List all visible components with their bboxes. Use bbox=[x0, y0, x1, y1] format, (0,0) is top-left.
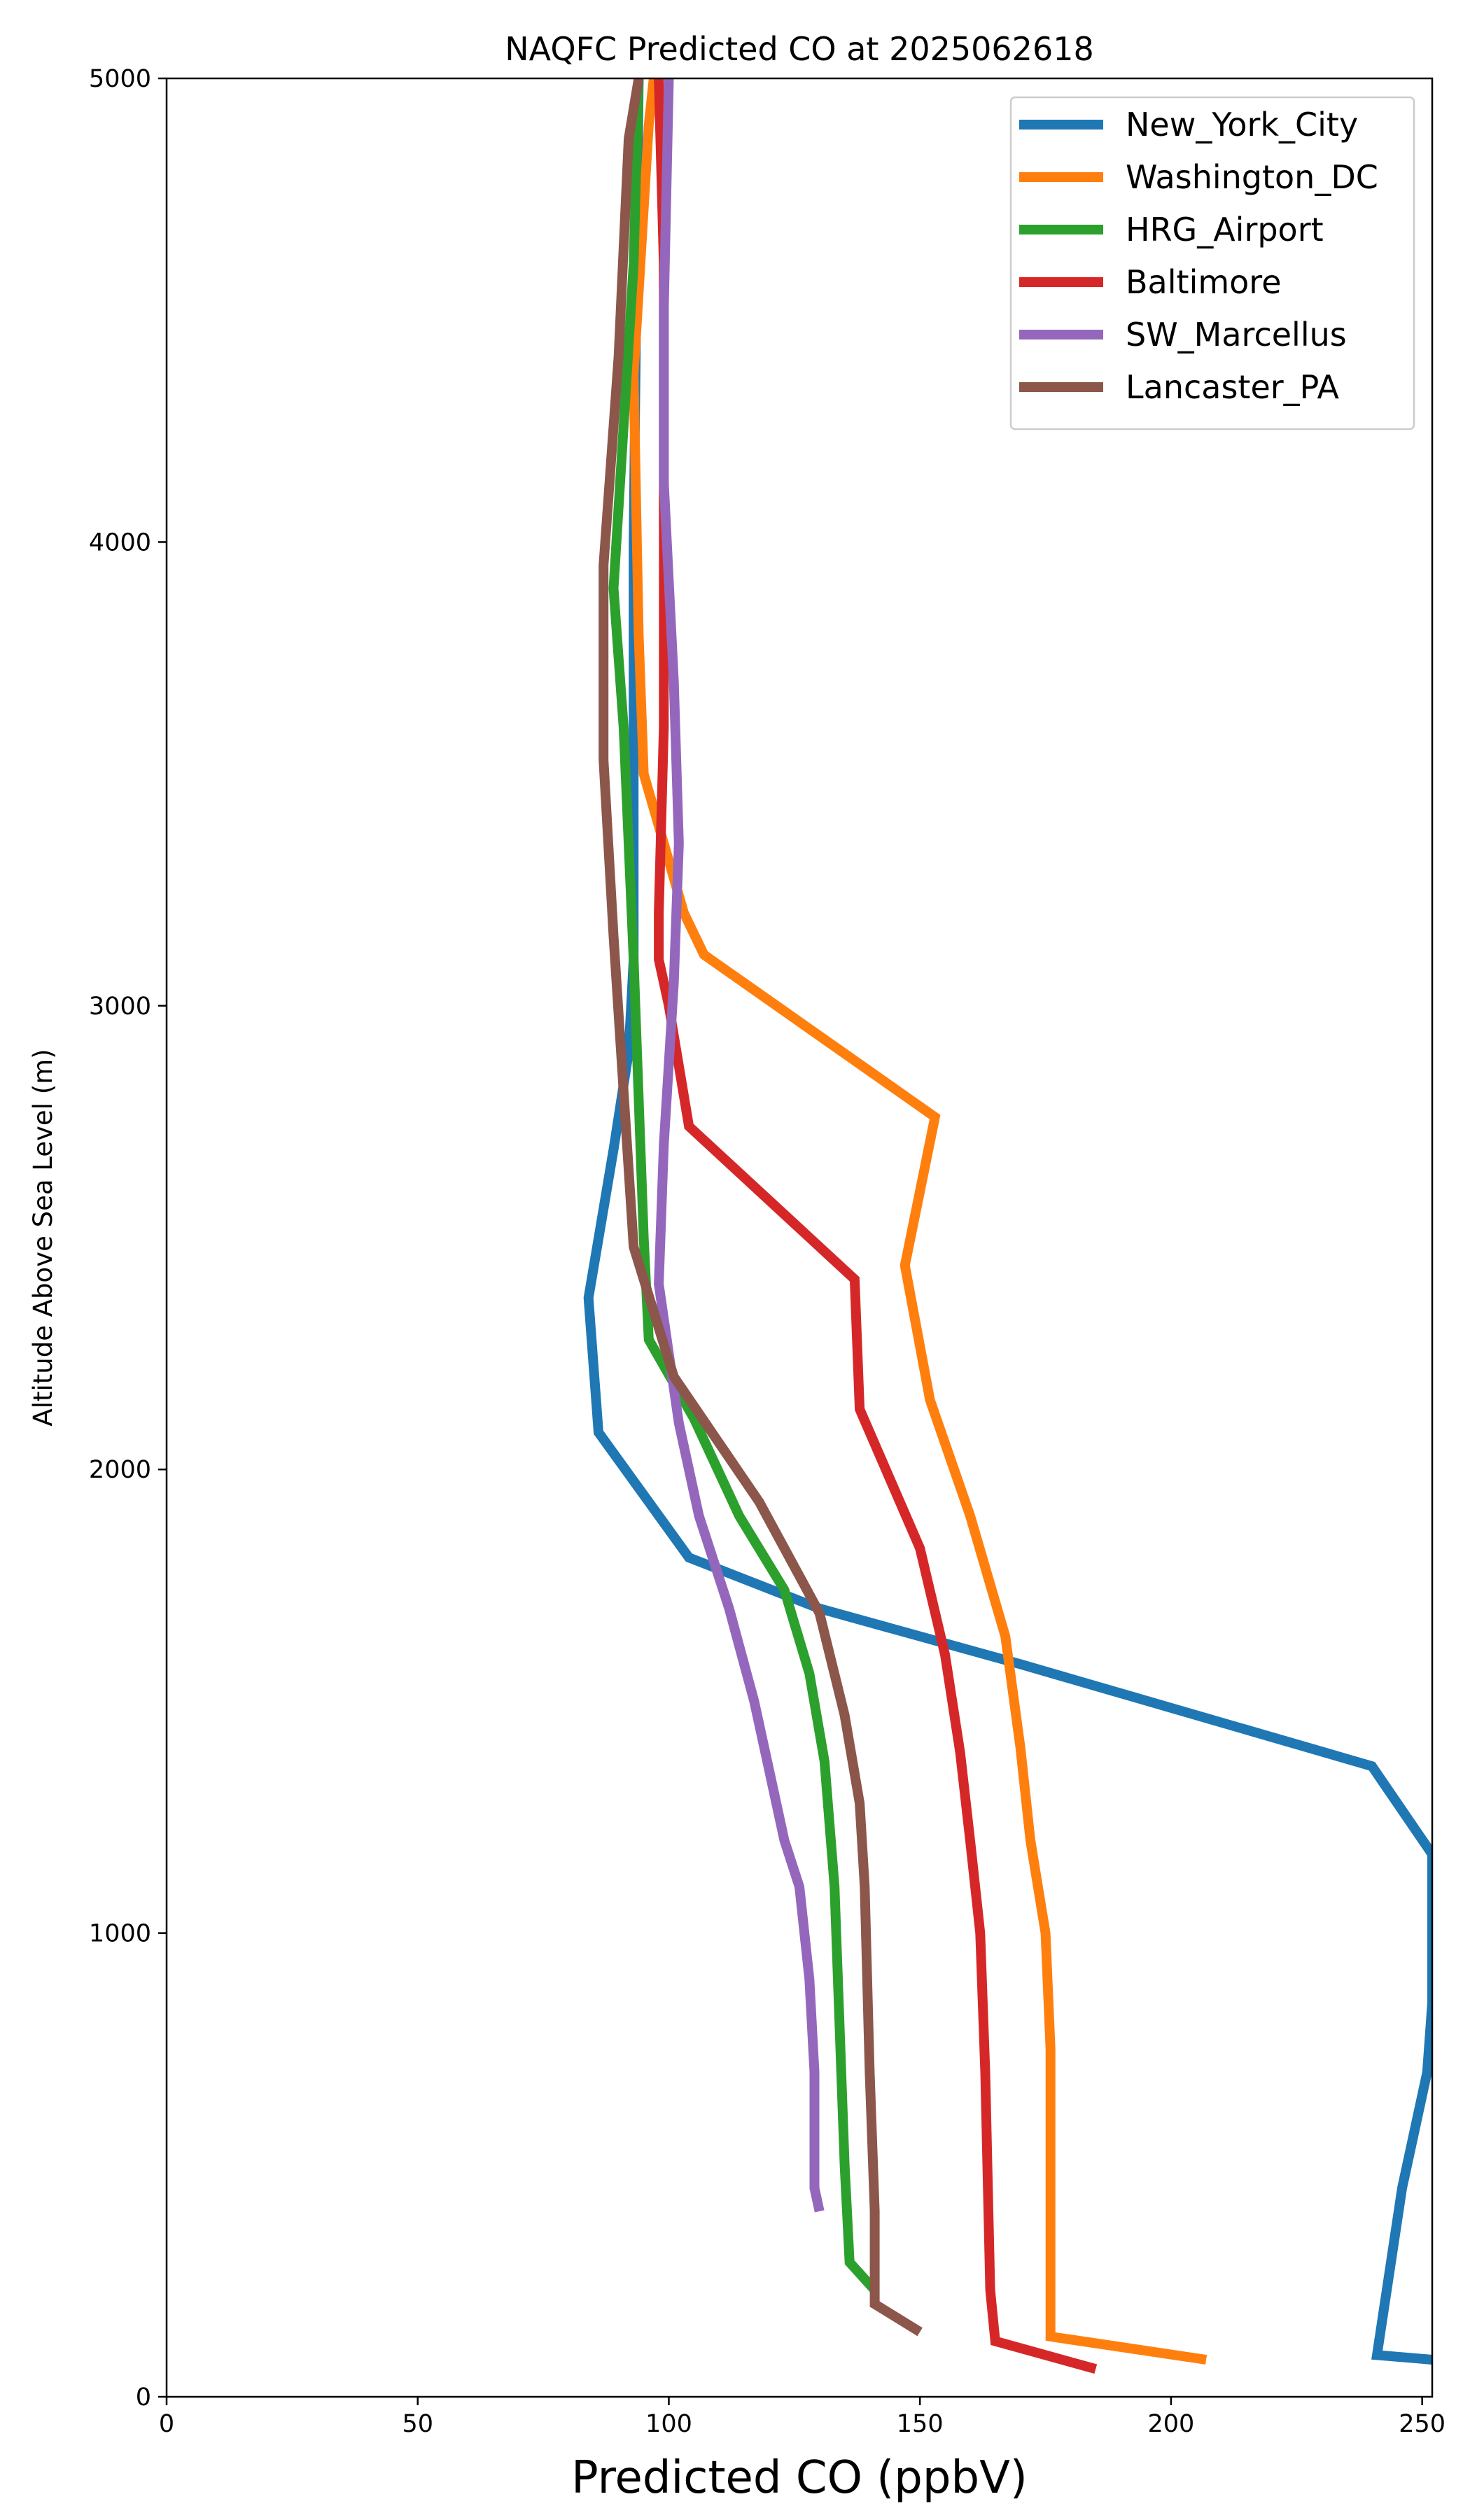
y-tick-label: 2000 bbox=[89, 1456, 151, 1484]
x-tick-label: 100 bbox=[645, 2410, 692, 2438]
plot-frame bbox=[165, 77, 1434, 2398]
series-line-lancaster-pa bbox=[598, 78, 923, 2337]
series-line-baltimore bbox=[654, 78, 1098, 2374]
y-axis-label: Altitude Above Sea Level (m) bbox=[28, 1049, 58, 1426]
legend-label-new-york-city: New_York_City bbox=[1126, 106, 1358, 144]
series-line-washington-dc bbox=[629, 78, 1208, 2365]
x-axis-label: Predicted CO (ppbV) bbox=[571, 2452, 1028, 2504]
legend-label-sw-marcellus: SW_Marcellus bbox=[1126, 316, 1347, 354]
x-tick-label: 50 bbox=[402, 2410, 433, 2438]
axes: 0 50 100 150 200 250 0 1000 2000 3000 4000 5000 bbox=[89, 65, 1446, 2438]
y-tick-label: 5000 bbox=[89, 65, 151, 93]
series-line-sw-marcellus bbox=[654, 78, 825, 2213]
y-tick-label: 1000 bbox=[89, 1920, 151, 1948]
series-line-hrg-airport bbox=[608, 78, 878, 2294]
legend-label-lancaster-pa: Lancaster_PA bbox=[1126, 368, 1339, 406]
chart-title: NAQFC Predicted CO at 2025062618 bbox=[505, 30, 1094, 68]
x-tick-label: 250 bbox=[1399, 2410, 1446, 2438]
legend-box bbox=[1009, 96, 1415, 430]
legend-label-baltimore: Baltimore bbox=[1126, 263, 1282, 301]
x-tick-label: 150 bbox=[897, 2410, 944, 2438]
legend-label-hrg-airport: HRG_Airport bbox=[1126, 211, 1324, 248]
y-tick-label: 3000 bbox=[89, 993, 151, 1021]
x-tick-label: 200 bbox=[1148, 2410, 1195, 2438]
y-tick-label: 4000 bbox=[89, 528, 151, 556]
y-tick-label: 0 bbox=[136, 2384, 151, 2412]
x-tick-label: 0 bbox=[159, 2410, 174, 2438]
plot-area bbox=[583, 78, 1432, 2374]
legend-label-washington-dc: Washington_DC bbox=[1126, 158, 1378, 196]
legend: New_York_City Washington_DC HRG_Airport Bal… bbox=[1009, 96, 1415, 430]
